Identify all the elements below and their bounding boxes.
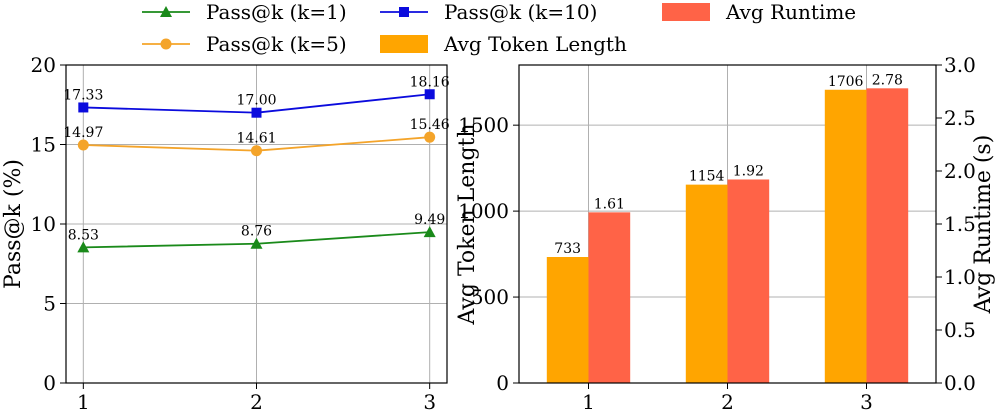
bar-value-label: 2.78 — [872, 72, 903, 88]
data-point — [424, 89, 435, 100]
data-label: 18.16 — [410, 74, 450, 90]
data-label: 14.97 — [63, 125, 103, 141]
runtime-bar — [866, 88, 909, 383]
runtime-bar — [588, 212, 631, 383]
legend-color-swatch — [380, 35, 428, 53]
bar-value-label: 1.61 — [594, 196, 625, 212]
legend: Pass@k (k=1) Pass@k (k=5) Pass@k (k=10) Avg… — [142, 0, 856, 56]
legend-marker-circle — [160, 38, 172, 50]
y-tick-label: 5 — [43, 292, 56, 316]
legend-entry-5: Avg Runtime — [662, 0, 856, 24]
token-runtime-bar-chart: 733 1154 1706 1.61 1.92 2.78 0 500 1000 1500 0.0 0.… — [455, 53, 996, 410]
left-y-tick-label: 1000 — [458, 199, 509, 223]
legend-entry-1: Pass@k (k=1) — [142, 0, 347, 24]
token-length-bar — [685, 184, 728, 383]
right-y-tick-label: 2.5 — [944, 106, 976, 130]
data-label: 14.61 — [236, 131, 276, 147]
runtime-bar — [727, 179, 770, 383]
legend-entry-4: Avg Token Length — [380, 32, 627, 56]
left-y-tick-label: 500 — [471, 285, 509, 309]
right-y-tick-label: 1.5 — [944, 212, 976, 236]
token-length-bar — [824, 89, 867, 383]
left-y-axis-label: Avg Token Length — [455, 123, 480, 325]
y-tick-label: 10 — [31, 212, 56, 236]
right-y-axis-label: Avg Runtime (s) — [971, 135, 996, 315]
bar-value-label: 1154 — [689, 169, 725, 185]
data-point — [250, 237, 263, 249]
x-tick-label: 2 — [250, 390, 263, 410]
legend-marker-square — [399, 7, 409, 17]
x-tick-label: 3 — [423, 390, 436, 410]
right-y-tick-label: 3.0 — [944, 53, 976, 77]
right-y-tick-label: 0.0 — [944, 371, 976, 395]
legend-entry-3: Pass@k (k=10) — [380, 0, 597, 24]
legend-label: Pass@k (k=5) — [206, 32, 347, 56]
y-tick-label: 20 — [31, 53, 56, 77]
bar-value-label: 1706 — [828, 74, 864, 90]
data-label: 17.00 — [236, 93, 276, 109]
legend-label: Avg Token Length — [443, 32, 627, 56]
legend-entry-2: Pass@k (k=5) — [142, 32, 347, 56]
data-point — [251, 107, 262, 118]
data-point — [423, 226, 436, 238]
data-point — [77, 241, 90, 253]
right-y-tick-label: 0.5 — [944, 318, 976, 342]
left-y-tick-label: 1500 — [458, 113, 509, 137]
legend-label: Pass@k (k=1) — [206, 0, 347, 24]
data-label: 17.33 — [63, 87, 103, 103]
bars: 733 1154 1706 1.61 1.92 2.78 — [546, 72, 909, 383]
data-label: 8.53 — [68, 227, 99, 243]
legend-label: Pass@k (k=10) — [444, 0, 597, 24]
legend-marker-triangle — [160, 6, 172, 17]
data-label: 15.46 — [410, 117, 450, 133]
series-k1: 8.53 8.76 9.49 — [68, 212, 445, 253]
data-label: 8.76 — [241, 224, 272, 240]
x-tick-label: 1 — [582, 390, 595, 410]
y-tick-label: 15 — [31, 133, 56, 157]
legend-label: Avg Runtime — [725, 0, 856, 24]
data-point — [78, 102, 89, 113]
token-length-bar — [546, 257, 589, 383]
bar-value-label: 733 — [554, 241, 581, 257]
data-point — [77, 139, 89, 151]
data-label: 9.49 — [414, 212, 445, 228]
series-k10: 17.33 17.00 18.16 — [63, 74, 450, 118]
data-point — [251, 145, 262, 157]
y-tick-label: 0 — [43, 371, 56, 395]
x-tick-label: 1 — [77, 390, 90, 410]
y-axis-label: Pass@k (%) — [1, 159, 26, 289]
left-y-tick-label: 0 — [496, 371, 509, 395]
right-y-tick-label: 1.0 — [944, 265, 976, 289]
bar-value-label: 1.92 — [733, 163, 764, 179]
data-point — [424, 131, 436, 143]
legend-color-swatch — [662, 3, 710, 21]
series-k5: 14.97 14.61 15.46 — [63, 117, 450, 157]
x-tick-label: 3 — [860, 390, 873, 410]
x-tick-label: 2 — [721, 390, 734, 410]
right-y-tick-label: 2.0 — [944, 159, 976, 183]
